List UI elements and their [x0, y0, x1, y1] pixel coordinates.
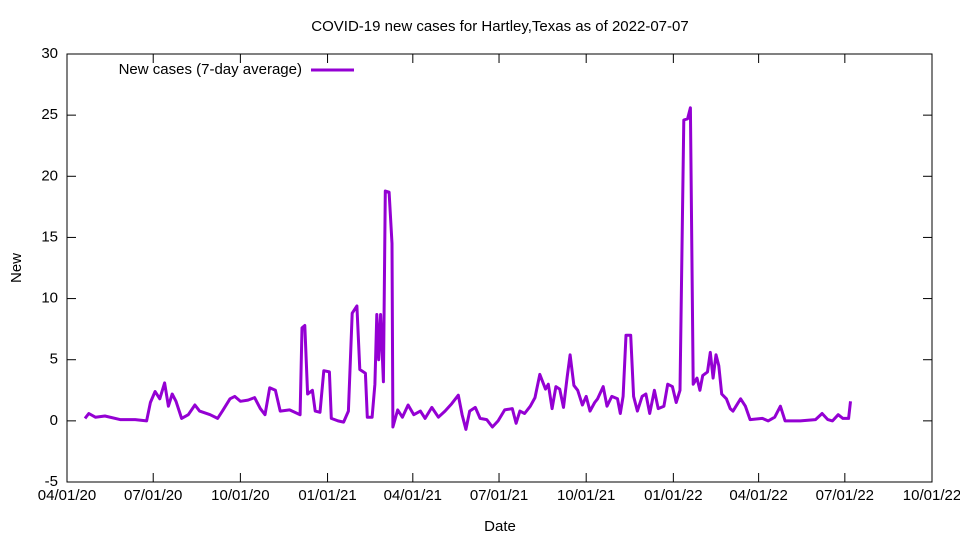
x-tick-label: 10/01/20	[211, 487, 269, 504]
x-tick-label: 04/01/21	[384, 487, 442, 504]
y-axis-label: New	[8, 253, 25, 283]
y-tick-label: -5	[45, 473, 58, 490]
y-tick-label: 5	[50, 351, 58, 368]
x-tick-label: 07/01/20	[124, 487, 182, 504]
y-tick-label: 25	[41, 106, 58, 123]
x-tick-label: 01/01/22	[644, 487, 702, 504]
x-tick-label: 10/01/21	[557, 487, 615, 504]
x-tick-label: 07/01/22	[816, 487, 874, 504]
x-tick-label: 04/01/22	[729, 487, 787, 504]
x-tick-label: 04/01/20	[38, 487, 96, 504]
x-tick-label: 07/01/21	[470, 487, 528, 504]
y-tick-label: 10	[41, 290, 58, 307]
x-tick-label: 01/01/21	[298, 487, 356, 504]
y-tick-label: 30	[41, 45, 58, 62]
chart-title: COVID-19 new cases for Hartley,Texas as …	[311, 18, 688, 35]
data-line	[83, 106, 852, 431]
y-tick-label: 20	[41, 167, 58, 184]
x-axis-label: Date	[484, 518, 516, 535]
y-tick-label: 0	[50, 412, 58, 429]
legend-label: New cases (7-day average)	[119, 61, 302, 78]
x-tick-label: 10/01/22	[903, 487, 960, 504]
y-tick-label: 15	[41, 228, 58, 245]
